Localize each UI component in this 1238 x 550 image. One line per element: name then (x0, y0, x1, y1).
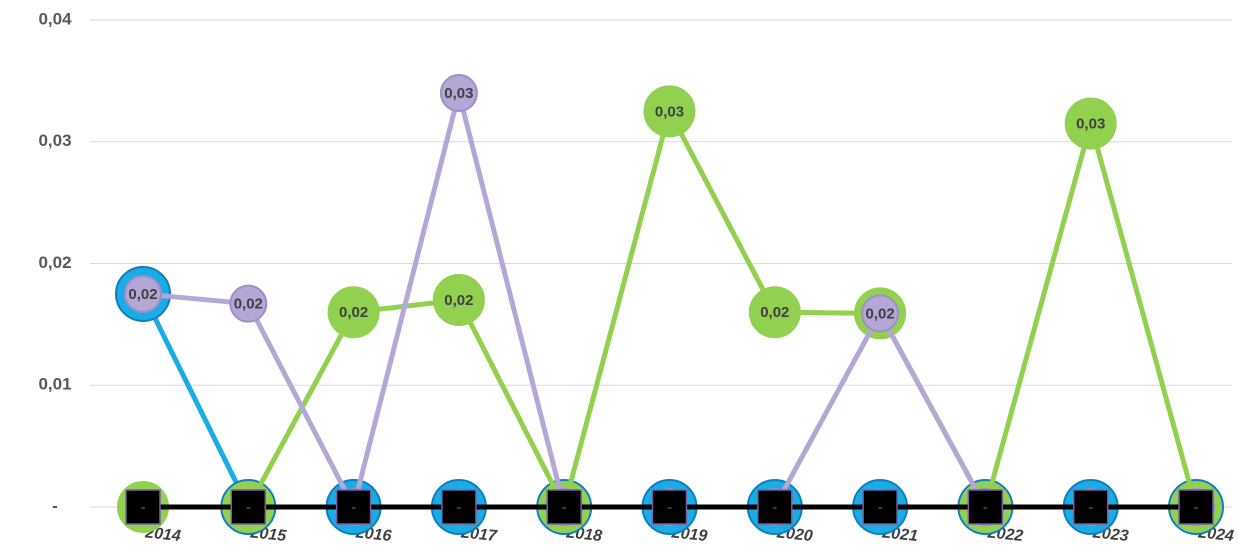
data-label: - (246, 499, 251, 516)
marker (967, 489, 1004, 525)
marker (1072, 489, 1109, 525)
series-line (143, 108, 1199, 510)
data-label: 0,02 (339, 304, 368, 321)
marker (862, 489, 898, 525)
y-tick-label: 0,03 (38, 131, 71, 150)
data-label: - (1194, 499, 1199, 516)
y-tick-label: 0,01 (38, 375, 71, 394)
series-line (142, 90, 1196, 510)
y-tick-label: - (52, 496, 58, 515)
marker (1178, 489, 1214, 525)
data-label: - (667, 499, 672, 516)
data-label: - (562, 499, 567, 516)
data-label: - (878, 499, 883, 516)
marker (335, 489, 372, 525)
y-tick-label: 0,04 (38, 9, 72, 28)
marker (125, 489, 161, 525)
marker (546, 489, 582, 525)
marker (441, 489, 477, 525)
marker (1064, 97, 1117, 150)
data-label: 0,02 (444, 292, 473, 309)
marker (651, 489, 688, 525)
marker (124, 274, 162, 313)
y-tick-label: 0,02 (38, 253, 71, 272)
marker (748, 286, 801, 339)
data-label: 0,03 (1076, 115, 1105, 132)
marker (230, 489, 267, 525)
data-label: 0,03 (444, 85, 473, 102)
data-label: - (141, 499, 146, 516)
data-label: 0,02 (128, 286, 157, 303)
marker (439, 74, 478, 113)
data-label: - (1088, 499, 1093, 516)
marker (861, 294, 900, 333)
marker (327, 286, 380, 339)
data-label: - (983, 499, 988, 516)
data-label: - (456, 499, 461, 516)
data-label: - (351, 499, 356, 516)
marker (643, 85, 696, 138)
data-label: 0,03 (655, 103, 684, 120)
data-label: 0,02 (234, 296, 263, 313)
marker (757, 489, 793, 525)
marker (229, 284, 268, 323)
data-label: 0,02 (760, 304, 789, 321)
marker (432, 274, 485, 327)
data-label: - (772, 499, 777, 516)
data-label: 0,02 (865, 305, 894, 322)
